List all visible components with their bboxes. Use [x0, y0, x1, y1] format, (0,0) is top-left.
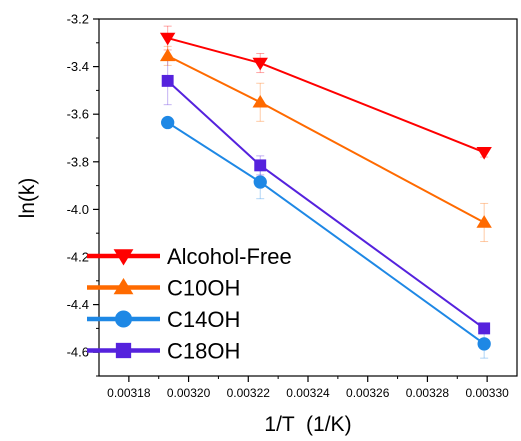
x-tick-label: 0.00324: [286, 386, 330, 400]
x-tick-label: 0.00322: [227, 386, 271, 400]
y-tick-label: -3.8: [67, 154, 89, 169]
data-point: [161, 74, 174, 87]
series-line: [167, 37, 485, 154]
data-point: [159, 32, 176, 46]
x-tick-label: 0.00320: [167, 386, 211, 400]
legend-marker: [113, 278, 134, 295]
data-point: [252, 94, 268, 108]
data-point: [478, 322, 491, 335]
x-tick-label: 0.00318: [107, 386, 151, 400]
x-tick-label: 0.00326: [346, 386, 390, 400]
data-point: [477, 337, 491, 351]
legend: Alcohol-Free C10OH C14OH C18OH: [87, 244, 292, 364]
data-point: [161, 115, 175, 130]
y-tick-label: -4.4: [67, 297, 89, 312]
y-axis-ticks: -4.6 -4.4 -4.2 -4.0 -3.8 -3.6 -3.4 -3.2: [67, 12, 99, 377]
y-tick-label: -4.0: [67, 202, 89, 217]
y-tick-label: -3.6: [67, 107, 89, 122]
series-line: [167, 54, 485, 224]
y-tick-label: -3.4: [67, 59, 89, 74]
x-axis-label: 1/T (1/K): [264, 413, 351, 436]
y-axis-label: ln(k): [16, 178, 39, 219]
y-tick-label: -3.2: [67, 12, 89, 27]
data-point: [252, 57, 268, 71]
data-point: [159, 48, 176, 62]
data-point: [476, 215, 492, 228]
data-point: [253, 175, 267, 189]
data-point: [254, 159, 267, 172]
y-tick-label: -4.2: [67, 250, 89, 265]
legend-label: C10OH: [167, 276, 240, 301]
legend-marker: [115, 342, 132, 359]
legend-marker: [113, 249, 134, 266]
x-tick-label: 0.00330: [465, 386, 509, 400]
x-axis-ticks: 0.00318 0.00320 0.00322 0.00324 0.00326 0.003…: [107, 376, 509, 400]
legend-label: C14OH: [167, 307, 240, 332]
legend-label: Alcohol-Free: [167, 244, 292, 269]
data-point: [476, 147, 492, 160]
x-tick-label: 0.00328: [406, 386, 450, 400]
y-tick-label: -4.6: [67, 345, 89, 360]
series-markers: [159, 32, 492, 351]
legend-marker: [114, 310, 133, 328]
legend-label: C18OH: [167, 339, 240, 364]
